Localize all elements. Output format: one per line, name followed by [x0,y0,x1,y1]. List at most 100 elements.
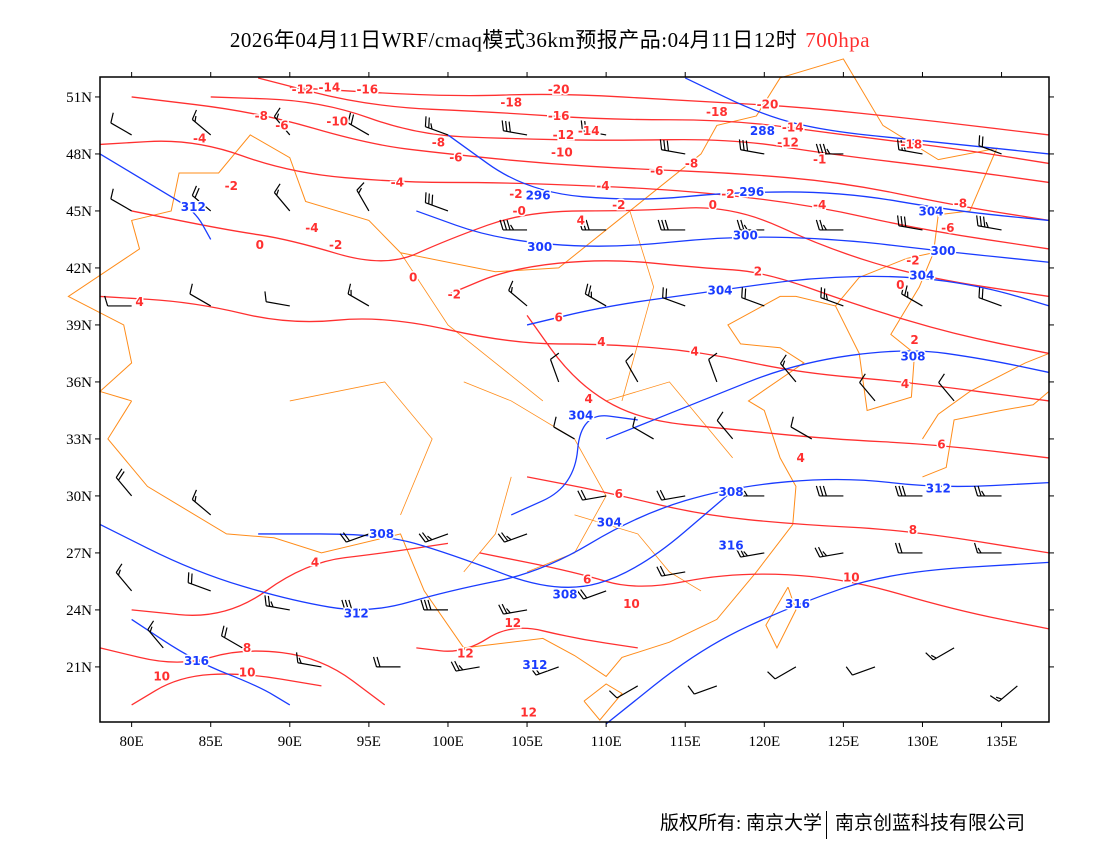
barb-feather [979,215,982,227]
height-label: 308 [719,485,744,499]
temperature-label: -2 [612,198,625,212]
barb-feather [110,112,114,124]
temperature-label: -4 [813,198,826,212]
wind-barb [656,565,686,577]
temperature-label: 8 [243,641,251,655]
barb-staff [661,571,686,577]
barb-feather [224,627,228,638]
height-contour [605,350,1050,440]
barb-feather [989,695,1000,702]
temperature-label: -12 [553,128,575,142]
barb-feather [977,547,982,554]
barb-feather [502,219,508,231]
barb-feather [508,121,511,133]
barb-feather [501,120,505,131]
barb-feather [625,353,634,362]
barb-feather [424,116,427,127]
barb-staff [859,382,876,402]
temperature-label: -10 [551,145,573,159]
barb-staff [898,225,923,231]
barb-feather [903,145,907,152]
height-contour [99,478,1050,611]
barb-staff [780,363,797,383]
wind-barb [790,416,813,440]
temperature-label: -6 [941,221,954,235]
barb-staff [187,582,211,592]
barb-feather [656,490,663,501]
barb-feather [973,485,979,497]
barb-feather [580,120,584,131]
wind-barb [845,666,876,676]
barb-feather [815,219,820,231]
barb-staff [852,666,876,676]
japan-coastline [922,352,1050,478]
barb-feather [897,215,900,226]
barb-feather [608,690,618,699]
barb-staff [616,685,639,699]
temperature-label: -18 [901,137,923,151]
barb-staff [708,359,718,383]
barb-staff [898,149,923,155]
barb-feather [845,666,853,676]
barb-feather [782,360,786,367]
barb-staff [661,495,686,501]
temperature-label: 12 [457,647,474,661]
barb-feather [117,471,125,481]
title-level: 700hpa [805,28,871,52]
wind-barb [339,532,370,543]
height-label: 300 [527,240,552,254]
barb-feather [428,117,430,128]
wind-barb [608,685,639,699]
height-contour [605,561,1050,725]
footer-separator [826,810,828,839]
wind-barb [347,112,370,136]
temperature-label: -2 [225,179,238,193]
barb-feather [104,295,109,307]
barb-feather [740,219,745,231]
barb-staff [535,666,559,676]
temperature-label: 4 [901,377,909,391]
wind-barb [576,589,607,600]
barb-feather [264,291,267,302]
height-label: 316 [785,597,810,611]
temperature-contour [258,77,1050,165]
lon-tick-label: 80E [120,734,144,750]
barb-feather [506,219,511,231]
barb-feather [662,287,664,298]
height-label: 316 [184,654,209,668]
temperature-label: -8 [432,136,445,150]
wind-barb [264,595,290,611]
temperature-label: -14 [318,80,340,94]
barb-feather [735,547,742,558]
wind-barb [814,546,844,558]
barb-feather [985,221,989,228]
barb-staff [110,122,132,136]
province-border [289,381,433,516]
barb-feather [506,535,512,541]
barb-feather [823,288,826,299]
temperature-label: 12 [520,706,537,720]
barb-staff [221,635,243,649]
wind-barb [115,563,133,592]
lat-tick-label: 30N [66,489,92,505]
province-border [621,210,654,402]
barb-feather [498,604,504,615]
barb-feather [356,182,365,191]
wind-barb [925,647,955,661]
wind-barb [220,625,243,649]
temperature-label: -20 [757,98,779,112]
barb-feather [743,490,748,497]
barb-feather [190,573,193,584]
hainan-coastline [583,683,623,721]
barb-feather [904,285,908,296]
barb-feather [742,139,745,151]
barb-staff [820,297,844,307]
wind-barb [372,656,401,668]
wind-barb [273,107,291,136]
barb-feather [267,595,271,607]
barb-staff [273,192,291,212]
barb-feather [981,136,984,147]
province-border [463,476,512,573]
wind-barb [356,182,370,212]
temperature-label: 0 [409,270,417,284]
